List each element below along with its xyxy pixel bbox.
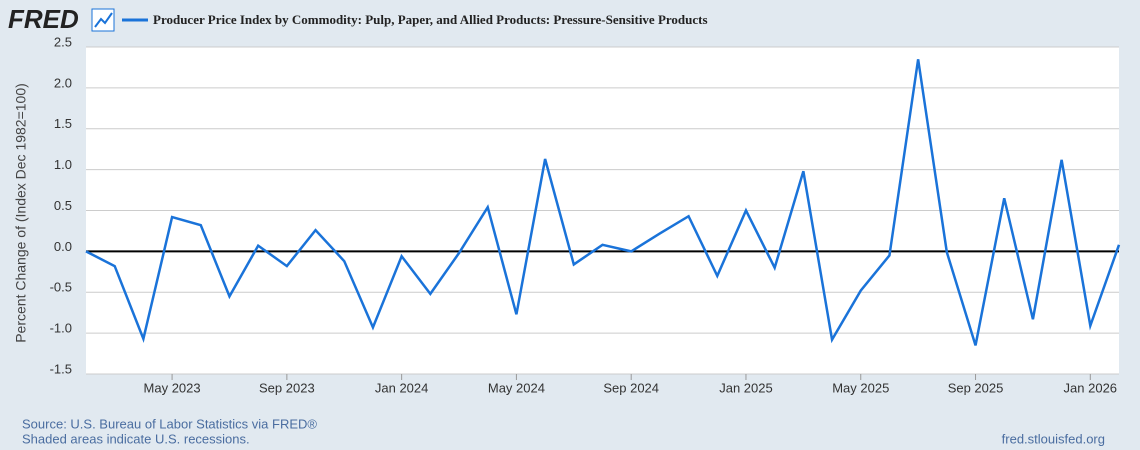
x-tick-label: May 2023 [144, 380, 201, 395]
y-axis-label: Percent Change of (Index Dec 1982=100) [13, 83, 29, 343]
x-tick-label: Jan 2026 [1064, 380, 1118, 395]
y-tick-label: -1.5 [50, 361, 72, 376]
logo: FRED [8, 4, 79, 34]
x-tick-label: Jan 2025 [719, 380, 773, 395]
y-tick-label: 1.0 [54, 157, 72, 172]
y-tick-label: 2.5 [54, 34, 72, 49]
chart-title: Producer Price Index by Commodity: Pulp,… [153, 12, 708, 27]
source: Source: U.S. Bureau of Labor Statistics … [22, 416, 317, 431]
data-line [85, 59, 1121, 346]
y-tick-label: -1.0 [50, 321, 72, 336]
y-tick-label: 1.5 [54, 116, 72, 131]
y-tick-label: 2.0 [54, 75, 72, 90]
site: fred.stlouisfed.org [1002, 431, 1105, 446]
logo-icon-line [94, 12, 113, 28]
note: Shaded areas indicate U.S. recessions. [22, 431, 250, 446]
y-tick-label: 0.5 [54, 198, 72, 213]
x-tick-label: May 2024 [488, 380, 545, 395]
y-tick-label: 0.0 [54, 239, 72, 254]
y-tick-label: -0.5 [50, 280, 72, 295]
x-tick-label: Sep 2024 [603, 380, 659, 395]
x-tick-label: May 2025 [832, 380, 889, 395]
x-tick-label: Sep 2023 [259, 380, 315, 395]
x-tick-label: Sep 2025 [948, 380, 1004, 395]
x-tick-label: Jan 2024 [375, 380, 429, 395]
